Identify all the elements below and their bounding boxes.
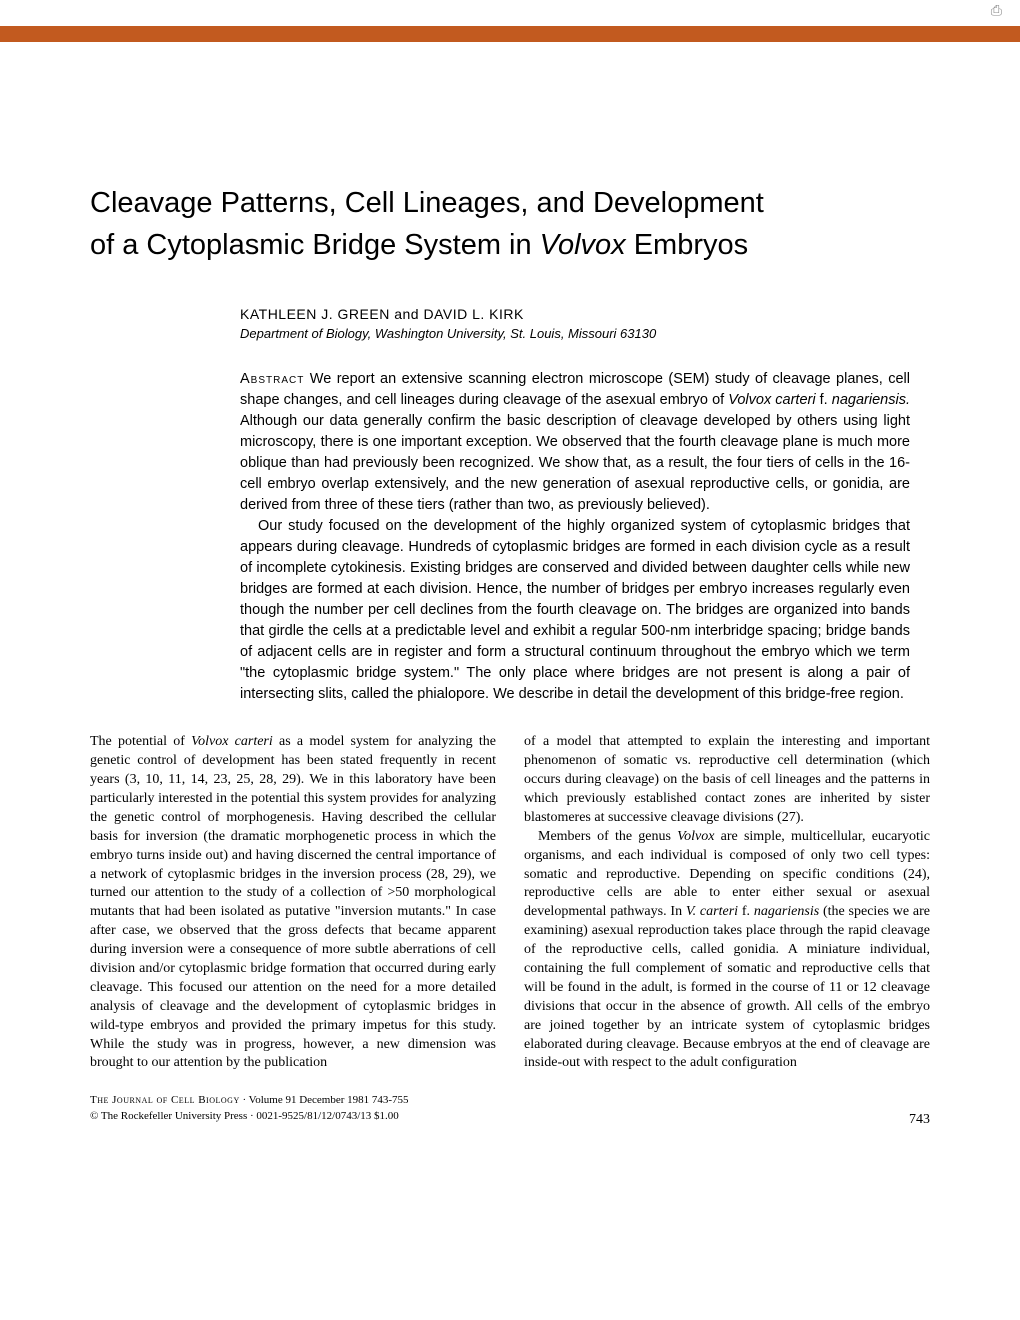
body-left-p1: The potential of Volvox carteri as a mod… [90, 733, 496, 1073]
volume-info: · Volume 91 December 1981 743-755 [240, 1094, 409, 1106]
abstract: Abstract We report an extensive scanning… [240, 369, 910, 705]
left-column: The potential of Volvox carteri as a mod… [90, 733, 496, 1073]
abstract-p1: Abstract We report an extensive scanning… [240, 369, 910, 516]
body-right-p1: of a model that attempted to explain the… [524, 733, 930, 827]
affiliation: Department of Biology, Washington Univer… [240, 326, 930, 341]
footer: The Journal of Cell Biology · Volume 91 … [90, 1093, 930, 1129]
body-right-p2: Members of the genus Volvox are simple, … [524, 828, 930, 1074]
journal-name: The Journal of Cell Biology [90, 1094, 240, 1106]
article-title: Cleavage Patterns, Cell Lineages, and De… [90, 182, 930, 266]
title-line2-pre: of a Cytoplasmic Bridge System in [90, 229, 540, 261]
title-line2-post: Embryos [626, 229, 748, 261]
copyright: © The Rockefeller University Press · 002… [90, 1110, 399, 1122]
title-line1: Cleavage Patterns, Cell Lineages, and De… [90, 187, 764, 219]
page-content: Cleavage Patterns, Cell Lineages, and De… [0, 42, 1020, 1160]
title-italic: Volvox [540, 229, 626, 261]
header-divider [0, 26, 1020, 42]
top-bar: ⎙ [0, 0, 1020, 26]
abstract-p2: Our study focused on the development of … [240, 516, 910, 705]
pdf-icon: ⎙ [991, 4, 1002, 20]
authors: KATHLEEN J. GREEN and DAVID L. KIRK [240, 306, 930, 322]
right-column: of a model that attempted to explain the… [524, 733, 930, 1073]
abstract-label: Abstract [240, 371, 304, 387]
authors-block: KATHLEEN J. GREEN and DAVID L. KIRK Depa… [240, 306, 930, 341]
body-columns: The potential of Volvox carteri as a mod… [90, 733, 930, 1073]
